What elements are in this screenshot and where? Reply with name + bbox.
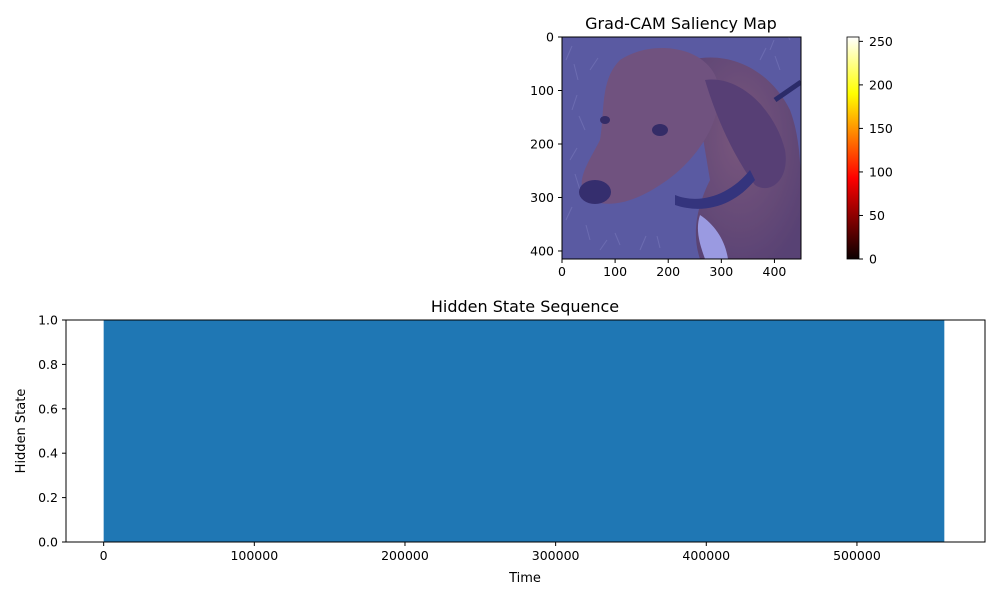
hidden-state-xtick-label: 300000 [532, 548, 580, 563]
hidden-state-bars [103, 320, 945, 542]
hidden-state-panel: Hidden State Sequence 0 100000 200000 30000… [14, 297, 986, 586]
colorbar-tick-label: 50 [869, 208, 885, 223]
hidden-state-xtick-label: 400000 [682, 548, 730, 563]
colorbar-tick-label: 100 [869, 164, 893, 179]
hidden-state-xtick-label: 500000 [833, 548, 881, 563]
dog-ear [705, 79, 786, 189]
hidden-state-ytick-label: 0.8 [38, 357, 58, 372]
hidden-state-bar [103, 320, 945, 542]
hidden-state-xtick-label: 200000 [381, 548, 429, 563]
hidden-state-ytick-label: 0.2 [38, 490, 58, 505]
hidden-state-ylabel: Hidden State [14, 389, 29, 474]
saliency-ytick-label: 0 [546, 30, 554, 45]
hidden-state-xlabel: Time [508, 571, 541, 586]
hidden-state-plot-frame [65, 319, 986, 543]
saliency-image [562, 37, 801, 259]
saliency-ytick-label: 400 [530, 243, 554, 258]
saliency-x-axis: 0 100 200 300 400 [558, 259, 786, 279]
saliency-y-axis: 0 100 200 300 400 [530, 30, 562, 258]
hidden-state-ytick-label: 0.4 [38, 446, 58, 461]
hidden-state-xtick-label: 0 [100, 548, 108, 563]
hidden-state-ytick-label: 0.6 [38, 401, 58, 416]
saliency-ytick-label: 300 [530, 190, 554, 205]
saliency-ytick-label: 100 [530, 83, 554, 98]
saliency-xtick-label: 200 [656, 264, 680, 279]
hidden-state-y-axis: 0.0 0.2 0.4 0.6 0.8 1.0 [38, 313, 66, 550]
saliency-panel: Grad-CAM Saliency Map [530, 14, 893, 279]
dog-head [581, 48, 719, 204]
dog-collar [675, 170, 755, 209]
hidden-state-ytick-label: 1.0 [38, 313, 58, 328]
saliency-xtick-label: 0 [558, 264, 566, 279]
colorbar-tick-label: 150 [869, 121, 893, 136]
colorbar-ticks: 0 50 100 150 200 250 [859, 34, 893, 267]
saliency-xtick-label: 300 [709, 264, 733, 279]
colorbar-tick-label: 200 [869, 77, 893, 92]
hidden-state-xtick-label: 100000 [230, 548, 278, 563]
colorbar-gradient [846, 36, 860, 260]
saliency-xtick-label: 400 [763, 264, 787, 279]
colorbar: 0 50 100 150 200 250 [846, 34, 893, 267]
hidden-state-title: Hidden State Sequence [431, 297, 619, 316]
saliency-ytick-label: 200 [530, 136, 554, 151]
colorbar-tick-label: 250 [869, 34, 893, 49]
colorbar-tick-label: 0 [869, 252, 877, 267]
hidden-state-ytick-label: 0.0 [38, 535, 58, 550]
saliency-xtick-label: 100 [603, 264, 627, 279]
saliency-title: Grad-CAM Saliency Map [585, 14, 777, 33]
saliency-overlay [562, 37, 801, 259]
hidden-state-x-axis: 0 100000 200000 300000 400000 500000 [100, 542, 881, 563]
